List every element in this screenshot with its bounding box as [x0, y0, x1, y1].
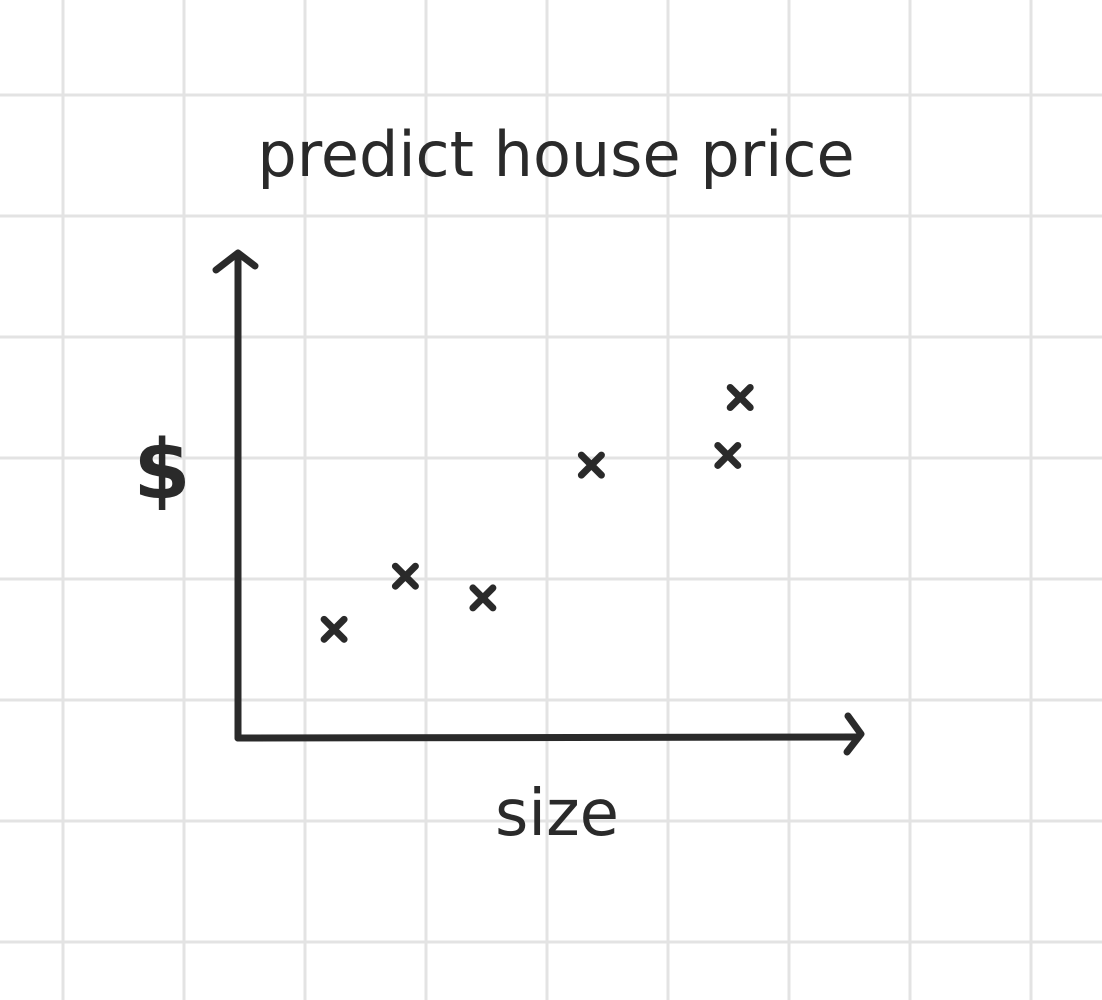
- x-axis: [234, 733, 862, 742]
- x-axis-label: size: [495, 777, 619, 851]
- data-point-4: [577, 451, 605, 479]
- y-axis-label: $: [133, 423, 190, 518]
- data-point-5: [714, 441, 742, 469]
- data-point-3: [469, 584, 497, 612]
- chart-title: predict house price: [257, 118, 854, 191]
- data-point-2: [391, 562, 419, 590]
- data-points: [320, 383, 754, 643]
- axes: [212, 249, 865, 756]
- y-axis-arrow: [212, 249, 259, 274]
- data-point-6: [726, 383, 754, 411]
- data-point-1: [320, 615, 348, 643]
- x-axis-arrow: [843, 712, 865, 756]
